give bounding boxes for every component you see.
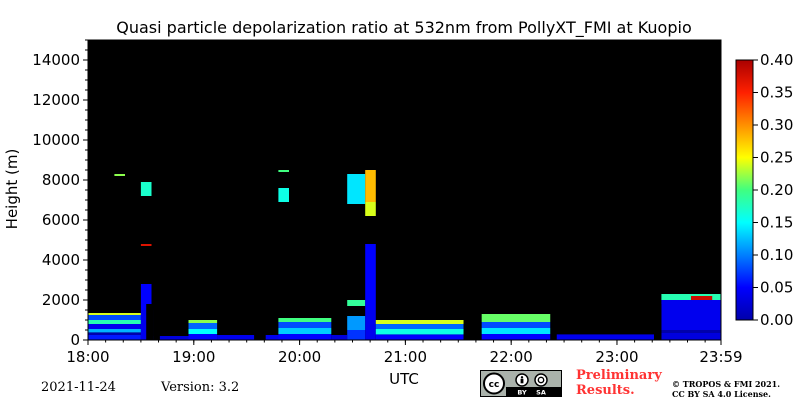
heatmap-cell [481,328,551,334]
y-tick-label: 4000 [42,251,80,269]
y-tick-label: 10000 [32,131,80,149]
y-tick-label: 8000 [42,171,80,189]
heatmap-cell [140,244,152,246]
cc-mark: cc [489,380,500,390]
heatmap-cell [365,244,376,310]
heatmap-cell [375,334,464,340]
y-tick-label: 6000 [42,211,80,229]
colorbar [735,59,754,321]
heatmap-cell [365,202,376,216]
heatmap-cell [188,334,218,340]
heatmap-cell [140,284,152,310]
preliminary-line-1: Preliminary [576,368,662,383]
y-tick-label: 0 [70,331,80,349]
heatmap-cell [481,322,551,328]
heatmap-cell [278,318,332,322]
heatmap-cell [188,320,218,323]
heatmap-cell [347,316,366,330]
colorbar-tick-label: 0.15 [760,214,793,232]
y-tick-label: 2000 [42,291,80,309]
heatmap-cell [140,182,152,196]
heatmap-cell [481,314,551,322]
heatmap-cell [661,330,721,333]
sa-icon [534,373,548,387]
heatmap-cell [278,334,332,340]
colorbar-tick-label: 0.05 [760,279,793,297]
heatmap-cell [88,324,141,329]
heatmap-cell [365,310,376,340]
heatmap-cell [88,335,141,340]
heatmap-cell [347,300,366,306]
heatmap-cell [278,170,289,172]
y-axis-label: Height (m) [3,149,21,230]
heatmap-cell [88,329,141,333]
heatmap-cell [375,329,464,335]
x-tick-label: 23:59 [699,348,742,366]
heatmap-cell [278,188,289,202]
heatmap-cell [375,324,464,329]
heatmap-cell [114,174,125,176]
data-gap [654,304,662,340]
data-gap [550,304,557,340]
colorbar-tick-label: 0.20 [760,181,793,199]
heatmap-cell [153,336,189,340]
x-tick-label: 23:00 [595,348,638,366]
heatmap-cell [88,320,141,324]
data-gap [463,304,482,340]
footer-version: Version: 3.2 [161,380,240,395]
badge-sa-label: SA [536,389,546,397]
preliminary-results-notice: Preliminary Results. [576,368,662,398]
colorbar-tick-label: 0.30 [760,116,793,134]
badge-by-label: BY [517,389,527,397]
x-tick-label: 21:00 [384,348,427,366]
x-tick-label: 18:00 [66,348,109,366]
colorbar-tick-label: 0.40 [760,51,793,69]
heatmap-cell [278,328,332,334]
heatmap-cell [691,296,713,300]
x-tick-label: 20:00 [278,348,321,366]
plot-area [88,40,721,340]
heatmap-cell [331,335,348,340]
heatmap-cell [347,174,366,204]
heatmap-cell [375,320,464,324]
heatmap-cell [188,323,218,329]
colorbar-tick-label: 0.10 [760,246,793,264]
heatmap-cell [661,300,721,330]
heatmap-cell [481,334,551,340]
heatmap-cell [556,334,654,340]
footer-date: 2021-11-24 [41,380,116,395]
colorbar-tick-label: 0.35 [760,84,793,102]
copyright-line-2: CC BY SA 4.0 License. [672,389,771,399]
colorbar-tick-label: 0.00 [760,311,793,329]
cc-logo-icon: cc BY SA [481,371,561,397]
data-gap [254,304,266,340]
data-gap [153,304,160,340]
copyright-notice: © TROPOS & FMI 2021. CC BY SA 4.0 Licens… [672,379,780,399]
heatmap-cell [347,330,366,340]
preliminary-line-2: Results. [576,383,635,398]
colorbar-tick-label: 0.25 [760,149,793,167]
heatmap-cell [365,170,376,202]
heatmap-cell [88,332,141,335]
heatmap-cell [278,322,332,328]
data-gap [146,304,154,340]
heatmap-cell [188,329,218,334]
heatmap-cell [661,333,721,340]
x-tick-label: 19:00 [172,348,215,366]
cc-license-badge[interactable]: cc BY SA [480,370,562,397]
chart-title: Quasi particle depolarization ratio at 5… [116,18,691,38]
copyright-line-1: © TROPOS & FMI 2021. [672,379,781,389]
plot-frame [87,39,722,341]
y-tick-label: 12000 [32,91,80,109]
x-axis-label: UTC [389,370,419,388]
heatmap-cell [88,315,141,320]
x-tick-label: 22:00 [490,348,533,366]
heatmap-cell [217,335,279,340]
heatmap-cell [88,313,141,315]
y-tick-label: 14000 [32,51,80,69]
